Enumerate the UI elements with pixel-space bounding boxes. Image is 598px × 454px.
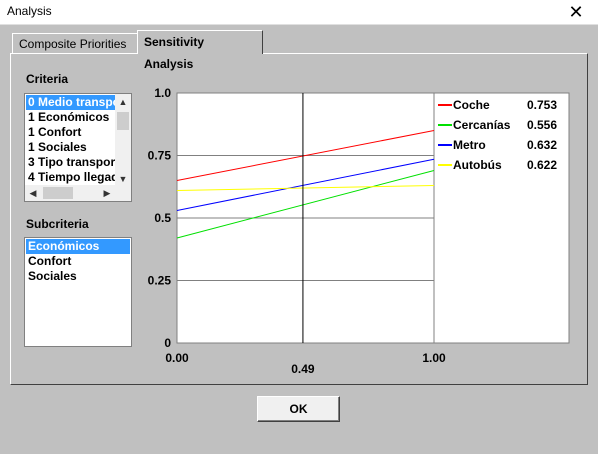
scroll-thumb[interactable] <box>43 187 73 199</box>
y-tick-label: 1.0 <box>154 86 171 100</box>
scroll-thumb[interactable] <box>117 112 129 130</box>
legend-series-name: Metro <box>453 138 486 152</box>
tab-panel <box>10 53 588 385</box>
series-line <box>176 185 435 191</box>
list-item[interactable]: 1 Confort <box>28 125 82 139</box>
scroll-left-icon[interactable]: ◀ <box>29 188 37 198</box>
y-tick-label: 0 <box>164 336 171 350</box>
tab-label: Sensitivity Analysis <box>144 35 205 71</box>
list-item[interactable]: 0 Medio transporte <box>26 95 116 110</box>
legend-series-value: 0.622 <box>527 158 557 172</box>
criteria-vertical-scrollbar[interactable]: ▲ ▼ <box>115 94 131 187</box>
tab-composite-priorities[interactable]: Composite Priorities <box>12 33 138 53</box>
legend-series-name: Cercanías <box>453 118 511 132</box>
scroll-corner <box>115 185 131 201</box>
x-tick-label: 0.00 <box>165 351 189 365</box>
close-icon[interactable]: ✕ <box>568 2 584 22</box>
title-bar: Analysis ✕ <box>0 0 598 25</box>
tab-label: Composite Priorities <box>19 37 127 51</box>
list-item[interactable]: 4 Tiempo llegada <box>28 170 116 184</box>
legend-series-value: 0.632 <box>527 138 557 152</box>
series-line <box>176 170 435 239</box>
criteria-label: Criteria <box>26 72 69 86</box>
scroll-down-icon[interactable]: ▼ <box>118 174 128 184</box>
scroll-right-icon[interactable]: ▶ <box>103 188 111 198</box>
legend-series-name: Autobús <box>453 158 502 172</box>
list-item[interactable]: Sociales <box>28 269 77 283</box>
y-tick-label: 0.75 <box>148 149 172 163</box>
series-line <box>176 130 435 181</box>
subcriteria-label: Subcriteria <box>26 217 89 231</box>
list-item[interactable]: 3 Tipo transporte <box>28 155 116 169</box>
y-tick-label: 0.25 <box>148 274 172 288</box>
list-item[interactable]: 1 Económicos <box>28 110 110 124</box>
criteria-horizontal-scrollbar[interactable]: ◀ ▶ <box>25 185 115 201</box>
list-item[interactable]: Confort <box>28 254 72 268</box>
series-line <box>176 158 435 211</box>
scroll-up-icon[interactable]: ▲ <box>118 97 128 107</box>
x-tick-label: 1.00 <box>422 351 446 365</box>
list-item[interactable]: 1 Sociales <box>28 140 87 154</box>
sensitivity-chart: 1.0 0.75 0.5 0.25 0 0.00 1.00 0.49 Coche 0.753… <box>148 86 570 375</box>
list-item[interactable]: Económicos <box>26 239 130 254</box>
marker-value-label: 0.49 <box>291 362 315 375</box>
y-tick-label: 0.5 <box>154 211 171 225</box>
legend-series-value: 0.753 <box>527 98 557 112</box>
ok-button[interactable]: OK <box>257 396 340 422</box>
tab-sensitivity-analysis[interactable]: Sensitivity Analysis <box>137 30 263 71</box>
subcriteria-listbox[interactable]: Económicos Confort Sociales <box>24 237 132 347</box>
window-title: Analysis <box>7 4 52 18</box>
legend-series-value: 0.556 <box>527 118 557 132</box>
legend-series-name: Coche <box>453 98 490 112</box>
